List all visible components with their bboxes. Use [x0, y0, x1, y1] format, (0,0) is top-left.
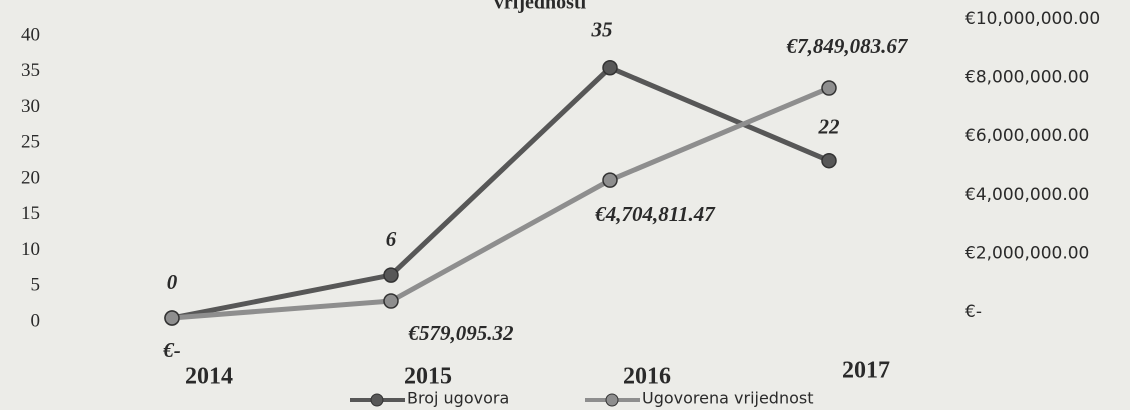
data-label: 22	[818, 115, 841, 139]
point	[602, 60, 618, 76]
point	[602, 172, 618, 188]
y2-tick-label: €6,000,000.00	[965, 126, 1089, 146]
series-line	[171, 85, 830, 321]
y-tick-label: 5	[31, 275, 41, 296]
x-tick-label: 2017	[842, 358, 890, 384]
y-tick-label: 0	[31, 310, 41, 331]
x-tick-label: 2016	[623, 364, 671, 390]
point	[383, 293, 399, 309]
y2-tick-label: €10,000,000.00	[965, 9, 1100, 29]
y-tick-label: 35	[21, 60, 40, 81]
point	[821, 152, 837, 169]
y2-tick-label: €2,000,000.00	[965, 243, 1089, 263]
y2-tick-label: €8,000,000.00	[965, 68, 1089, 88]
y2-tick-label: €-	[965, 302, 982, 322]
point	[383, 267, 399, 283]
legend-marker	[370, 393, 384, 407]
legend-label: Ugovorena vrijednost	[642, 389, 814, 408]
x-tick-label: 2014	[185, 364, 233, 390]
data-label: 0	[167, 270, 178, 294]
y-tick-label: 40	[21, 24, 40, 45]
legend-marker	[605, 393, 619, 407]
legend-label: Broj ugovora	[407, 389, 509, 408]
data-label: €4,704,811.47	[594, 202, 716, 226]
data-label: 6	[386, 227, 397, 251]
y2-tick-label: €4,000,000.00	[965, 185, 1089, 205]
y-tick-label: 10	[21, 239, 40, 260]
data-label: €7,849,083.67	[786, 34, 909, 58]
point	[821, 80, 837, 96]
data-label: €-	[162, 338, 181, 362]
chart-title: vrijednosti	[494, 0, 587, 14]
y-tick-label: 20	[21, 167, 40, 188]
data-label: 35	[591, 18, 613, 42]
y-tick-label: 30	[21, 96, 40, 117]
data-label: €579,095.32	[408, 321, 515, 345]
point	[164, 310, 180, 326]
series-line	[171, 64, 830, 321]
y-tick-label: 15	[21, 203, 40, 224]
y-tick-label: 25	[21, 132, 40, 153]
x-tick-label: 2015	[404, 364, 452, 390]
